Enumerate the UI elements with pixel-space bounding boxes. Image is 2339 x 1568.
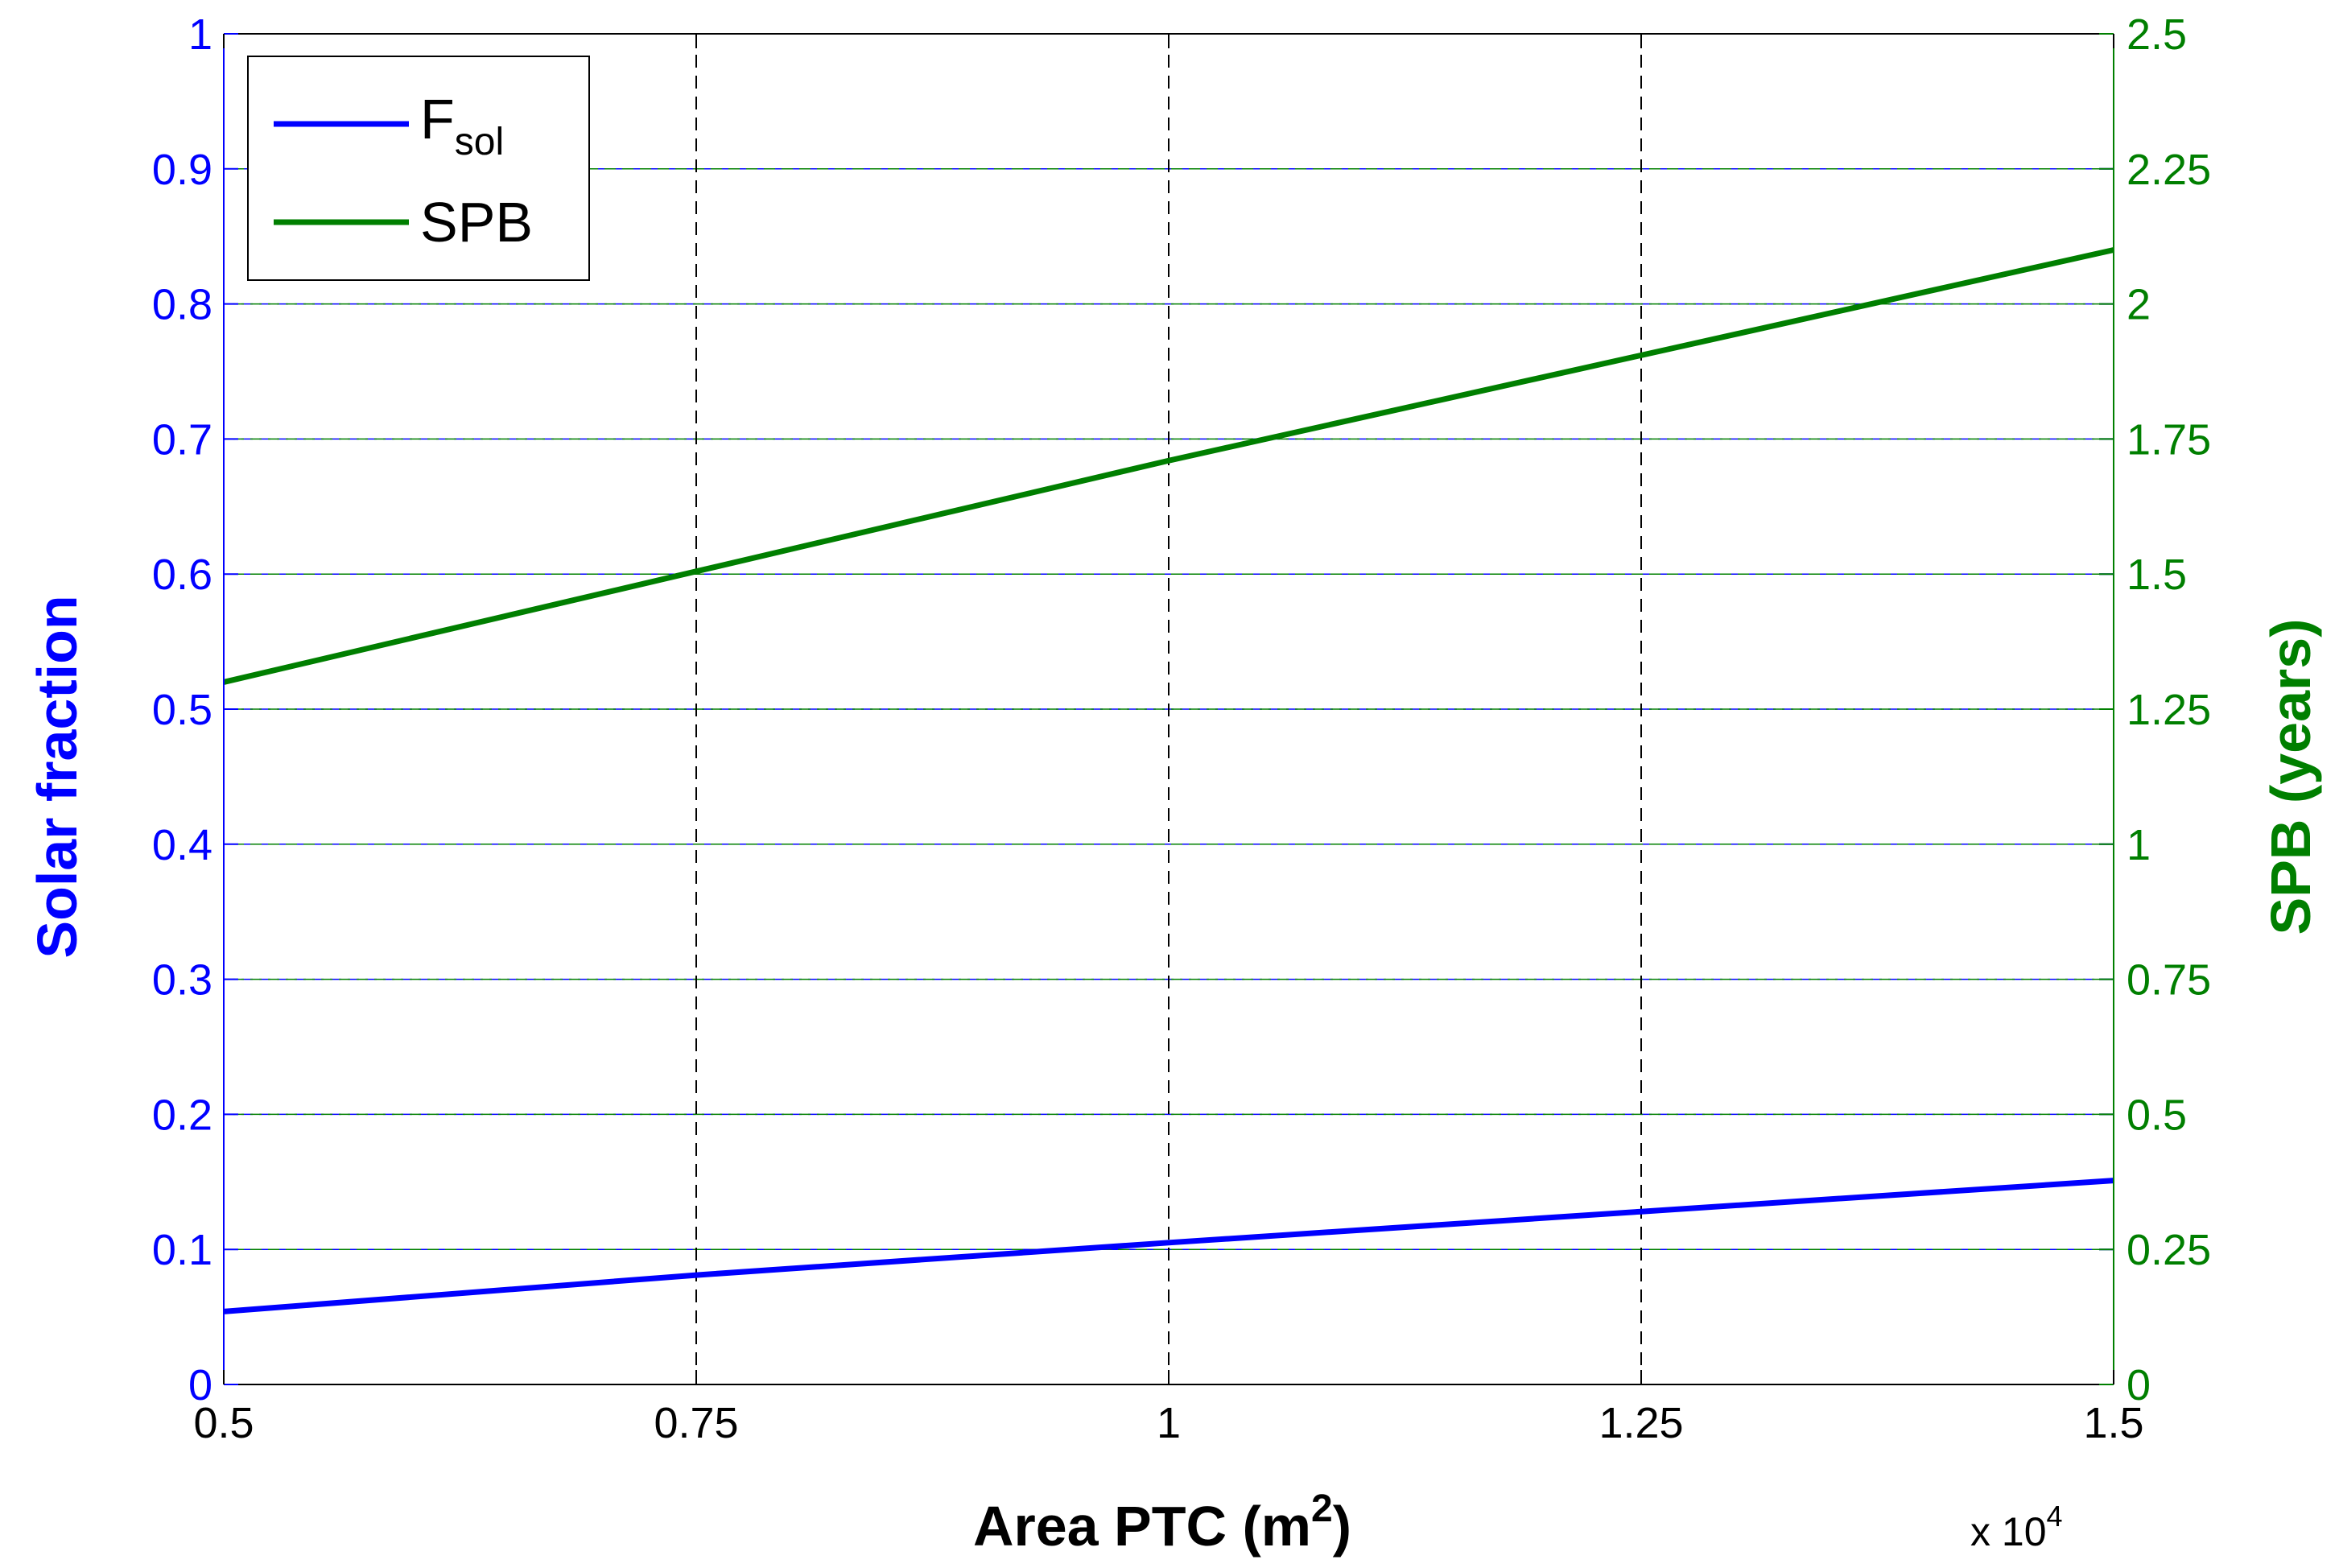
y-left-tick-label: 0.9 [152, 146, 212, 194]
y-left-tick-label: 0 [188, 1361, 212, 1409]
legend: Fsol SPB [247, 56, 590, 281]
y-right-tick-label: 0 [2127, 1361, 2151, 1409]
y-left-tick-label: 0.7 [152, 415, 212, 464]
grid [224, 34, 2114, 1384]
tick-labels: 0 0.1 0.2 0.3 0.4 0.5 0.6 0.7 0.8 0.9 1 0 0.25 0.5 0.7… [152, 10, 2211, 1447]
y-left-tick-label: 0.6 [152, 551, 212, 599]
legend-label-fsol-main: F [420, 88, 455, 151]
x-multiplier: x 104 [1970, 1500, 2063, 1554]
x-multiplier-exp: 4 [2047, 1500, 2063, 1533]
x-axis-title-sup: 2 [1311, 1488, 1333, 1530]
y-right-tick-label: 2 [2127, 281, 2151, 329]
y-right-tick-label: 1.75 [2127, 415, 2211, 464]
y-left-tick-label: 1 [188, 10, 212, 59]
y-right-tick-label: 1 [2127, 821, 2151, 869]
y-right-tick-label: 2.5 [2127, 10, 2187, 59]
x-axis-title: Area PTC (m2) [973, 1488, 1351, 1558]
x-multiplier-prefix: x 10 [1970, 1509, 2047, 1554]
y-right-tick-label: 0.75 [2127, 956, 2211, 1005]
x-tick-label: 1.5 [2083, 1399, 2143, 1447]
y-right-tick-label: 1.5 [2127, 551, 2187, 599]
y-left-tick-label: 0.1 [152, 1226, 212, 1274]
x-axis-title-end: ) [1333, 1495, 1351, 1558]
x-axis-title-main: Area PTC (m [973, 1495, 1311, 1558]
y-right-tick-label: 2.25 [2127, 146, 2211, 194]
axes [223, 33, 2114, 1385]
legend-label-fsol-sub: sol [455, 121, 504, 163]
y-left-tick-label: 0.4 [152, 821, 212, 869]
legend-box [247, 56, 590, 281]
legend-label-spb: SPB [420, 191, 533, 254]
series-line-fsol [223, 1178, 2114, 1314]
x-tick-label: 1 [1157, 1399, 1181, 1447]
y-left-tick-label: 0.3 [152, 956, 212, 1005]
y-right-tick-label: 0.5 [2127, 1091, 2187, 1139]
series-lines [223, 247, 2114, 1314]
y-left-tick-label: 0.5 [152, 686, 212, 734]
y-left-tick-label: 0.8 [152, 281, 212, 329]
y-left-tick-label: 0.2 [152, 1091, 212, 1139]
legend-label-fsol: Fsol [420, 88, 504, 163]
y-right-axis-title: SPB (years) [2259, 619, 2322, 935]
y-left-axis-title: Solar fraction [26, 595, 89, 958]
x-tick-label: 0.75 [654, 1399, 738, 1447]
y-right-tick-label: 0.25 [2127, 1226, 2211, 1274]
x-tick-label: 1.25 [1599, 1399, 1683, 1447]
series-line-spb [223, 247, 2114, 685]
x-tick-label: 0.5 [193, 1399, 254, 1447]
y-right-tick-label: 1.25 [2127, 686, 2211, 734]
